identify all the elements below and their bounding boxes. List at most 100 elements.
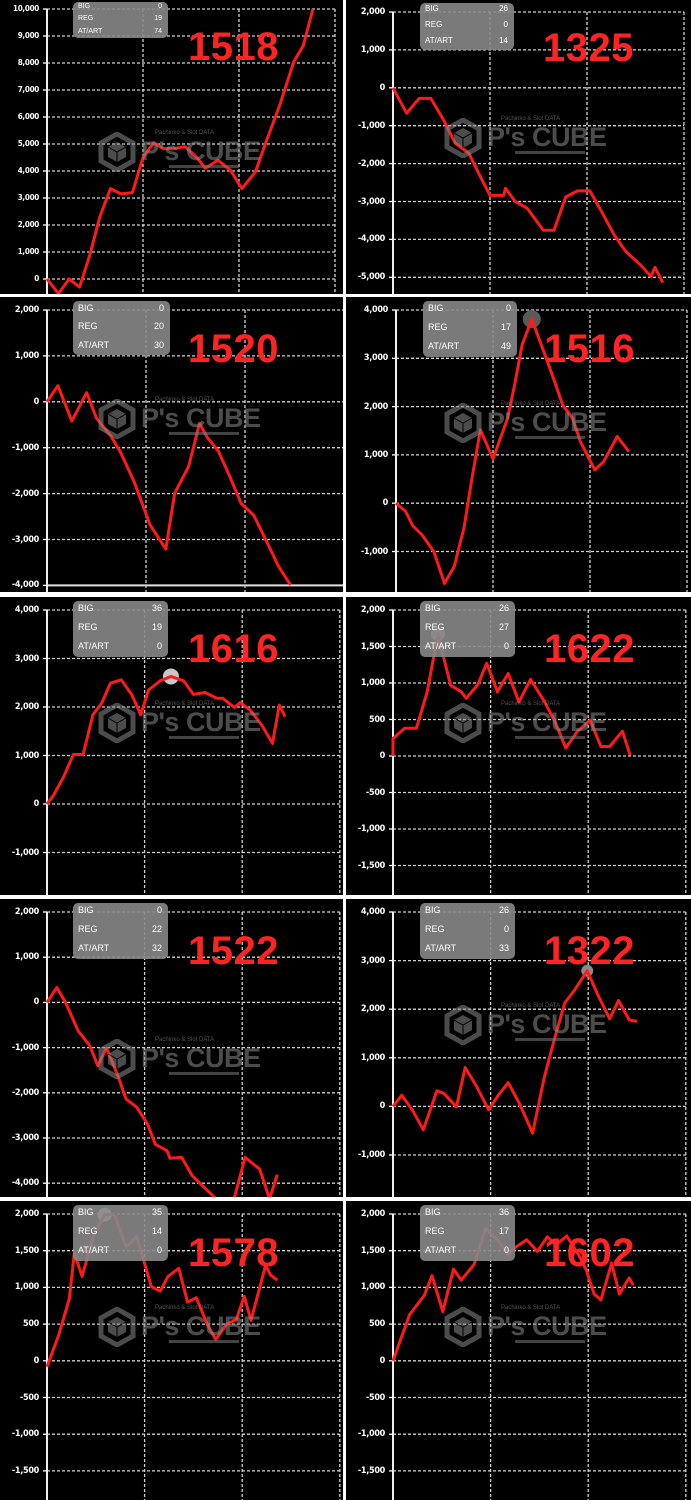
stat-value: 36 xyxy=(151,602,162,613)
balance-series-line xyxy=(45,674,287,805)
y-tick-label: 0 xyxy=(382,498,389,509)
y-tick-label: 1,500 xyxy=(360,1245,385,1256)
y-tick-label: -2,000 xyxy=(11,1087,39,1098)
y-tick-label: 0 xyxy=(379,751,386,761)
machine-number-label: 1578 xyxy=(188,1231,279,1275)
y-tick-label: 1,000 xyxy=(360,678,385,688)
stat-value: 30 xyxy=(153,339,164,350)
stat-value: 0 xyxy=(503,1244,509,1255)
chart-panel-1516: 4,000 3,000 2,000 1,000 0 -1,000 Pachinko & Sl… xyxy=(346,297,691,592)
machine-number-label: 1602 xyxy=(544,1231,635,1275)
y-tick-label: 500 xyxy=(22,1319,39,1330)
chart-plot xyxy=(43,911,341,1197)
y-tick-label: 1,000 xyxy=(360,1282,385,1293)
chart-plot xyxy=(43,609,341,895)
stat-label: BIG xyxy=(425,4,439,14)
y-tick-label: 2,000 xyxy=(14,1209,39,1219)
stat-value: 14 xyxy=(151,1225,162,1236)
machine-number-label: 1325 xyxy=(543,26,634,70)
stats-box: BIG 36 REG 17 AT/ART 0 xyxy=(420,1205,515,1261)
stat-value: 49 xyxy=(500,340,511,351)
pscube-watermark-logo: Pachinko & Slot DATA P's CUBE xyxy=(97,397,261,439)
watermark-subtitle-mark xyxy=(515,436,585,439)
y-tick-label: -1,500 xyxy=(11,1465,39,1476)
stats-box: BIG 26 REG 0 AT/ART 33 xyxy=(420,903,515,959)
cube-logo-icon xyxy=(444,703,482,743)
stat-value: 0 xyxy=(156,904,162,915)
balance-series-line xyxy=(391,87,665,284)
stat-value: 17 xyxy=(498,1225,509,1236)
stat-label: AT/ART xyxy=(425,942,457,953)
stat-label: BIG xyxy=(78,904,94,915)
y-tick-label: 4,000 xyxy=(360,907,385,917)
stat-label: BIG xyxy=(78,302,94,313)
y-tick-label: 2,000 xyxy=(363,401,388,412)
machine-number-label: 1622 xyxy=(544,627,635,671)
balance-series-line xyxy=(45,1213,279,1368)
y-tick-label: -4,000 xyxy=(11,580,39,591)
y-tick-label: 2,000 xyxy=(14,305,39,315)
stats-box: BIG 0 REG 17 AT/ART 49 xyxy=(423,301,517,357)
stat-label: REG xyxy=(78,321,98,332)
watermark-tagline: Pachinko & Slot DATA xyxy=(155,130,215,136)
stat-label: REG xyxy=(78,923,98,934)
cube-logo-icon xyxy=(444,1307,482,1347)
watermark-subtitle-mark xyxy=(169,165,239,168)
y-tick-label: -4,000 xyxy=(11,1178,39,1189)
chart-panel-1520: 2,000 1,000 0 -1,000 -2,000 -3,000 -4,000 Pachi… xyxy=(0,297,343,592)
watermark-tagline: Pachinko & Slot DATA xyxy=(155,397,215,403)
chart-panel-1518: 10,000 9,000 8,000 7,000 6,000 5,000 4,000 3,00… xyxy=(0,0,343,294)
y-tick-label: -1,000 xyxy=(11,1042,39,1053)
stat-label: REG xyxy=(425,621,445,632)
stat-label: REG xyxy=(428,321,448,332)
stat-label: REG xyxy=(78,621,98,632)
chart-plot xyxy=(389,609,687,895)
chart-plot xyxy=(43,8,336,294)
stats-box: BIG 0 REG 19 AT/ART 74 xyxy=(73,2,168,38)
pscube-watermark-logo: Pachinko & Slot DATA P's CUBE xyxy=(443,116,607,158)
y-tick-label: -3,000 xyxy=(11,534,39,545)
y-tick-label: 0 xyxy=(379,1101,386,1112)
y-tick-label: 1,000 xyxy=(363,449,388,460)
watermark-brand: P's CUBE xyxy=(141,1043,261,1073)
cube-logo-icon xyxy=(444,403,482,443)
stat-label: AT/ART xyxy=(428,340,460,351)
y-tick-label: 1,000 xyxy=(14,350,39,361)
y-tick-label: -4,000 xyxy=(357,234,385,245)
y-tick-label: 1,000 xyxy=(360,1052,385,1063)
y-tick-label: 2,000 xyxy=(17,220,40,229)
y-tick-label: 500 xyxy=(368,714,385,725)
y-tick-label: -1,000 xyxy=(11,442,39,453)
balance-series-line xyxy=(45,384,292,586)
stat-value: 27 xyxy=(498,621,509,632)
watermark-tagline: Pachinko & Slot DATA xyxy=(155,1305,215,1311)
stat-value: 17 xyxy=(500,321,511,332)
y-tick-label: -500 xyxy=(365,1392,385,1403)
stat-value: 0 xyxy=(158,2,162,10)
watermark-tagline: Pachinko & Slot DATA xyxy=(155,1037,215,1043)
cube-logo-icon xyxy=(98,703,136,743)
watermark-subtitle-mark xyxy=(515,736,585,739)
y-tick-label: 4,000 xyxy=(17,166,40,175)
machine-number-label: 1322 xyxy=(544,929,635,973)
stat-value: 19 xyxy=(151,621,162,632)
watermark-subtitle-mark xyxy=(169,1340,239,1343)
stat-value: 36 xyxy=(498,1206,509,1217)
pscube-watermark-logo: Pachinko & Slot DATA P's CUBE xyxy=(97,130,261,172)
y-tick-label: 2,000 xyxy=(14,907,39,917)
y-tick-label: -2,000 xyxy=(11,488,39,499)
stats-box: BIG 0 REG 22 AT/ART 32 xyxy=(73,903,168,959)
chart-plot xyxy=(43,309,343,592)
y-tick-label: -1,000 xyxy=(11,847,39,858)
stat-label: AT/ART xyxy=(425,1244,457,1255)
stats-box: BIG 0 REG 20 AT/ART 30 xyxy=(73,301,170,355)
chart-panel-1578: 2,000 1,500 1,000 500 0 -500 -1,000 -1,500 Pachi… xyxy=(0,1201,343,1500)
cube-logo-icon xyxy=(98,399,136,439)
stat-value: 26 xyxy=(498,904,509,915)
machine-number-label: 1522 xyxy=(188,929,279,973)
cube-logo-icon xyxy=(444,118,482,158)
stat-label: AT/ART xyxy=(78,640,110,651)
stats-box: BIG 26 REG 27 AT/ART 0 xyxy=(420,601,515,657)
stat-label: AT/ART xyxy=(425,640,457,651)
chart-panel-1622: 2,000 1,500 1,000 500 0 -500 -1,000 -1,500 Pachi… xyxy=(346,597,691,895)
